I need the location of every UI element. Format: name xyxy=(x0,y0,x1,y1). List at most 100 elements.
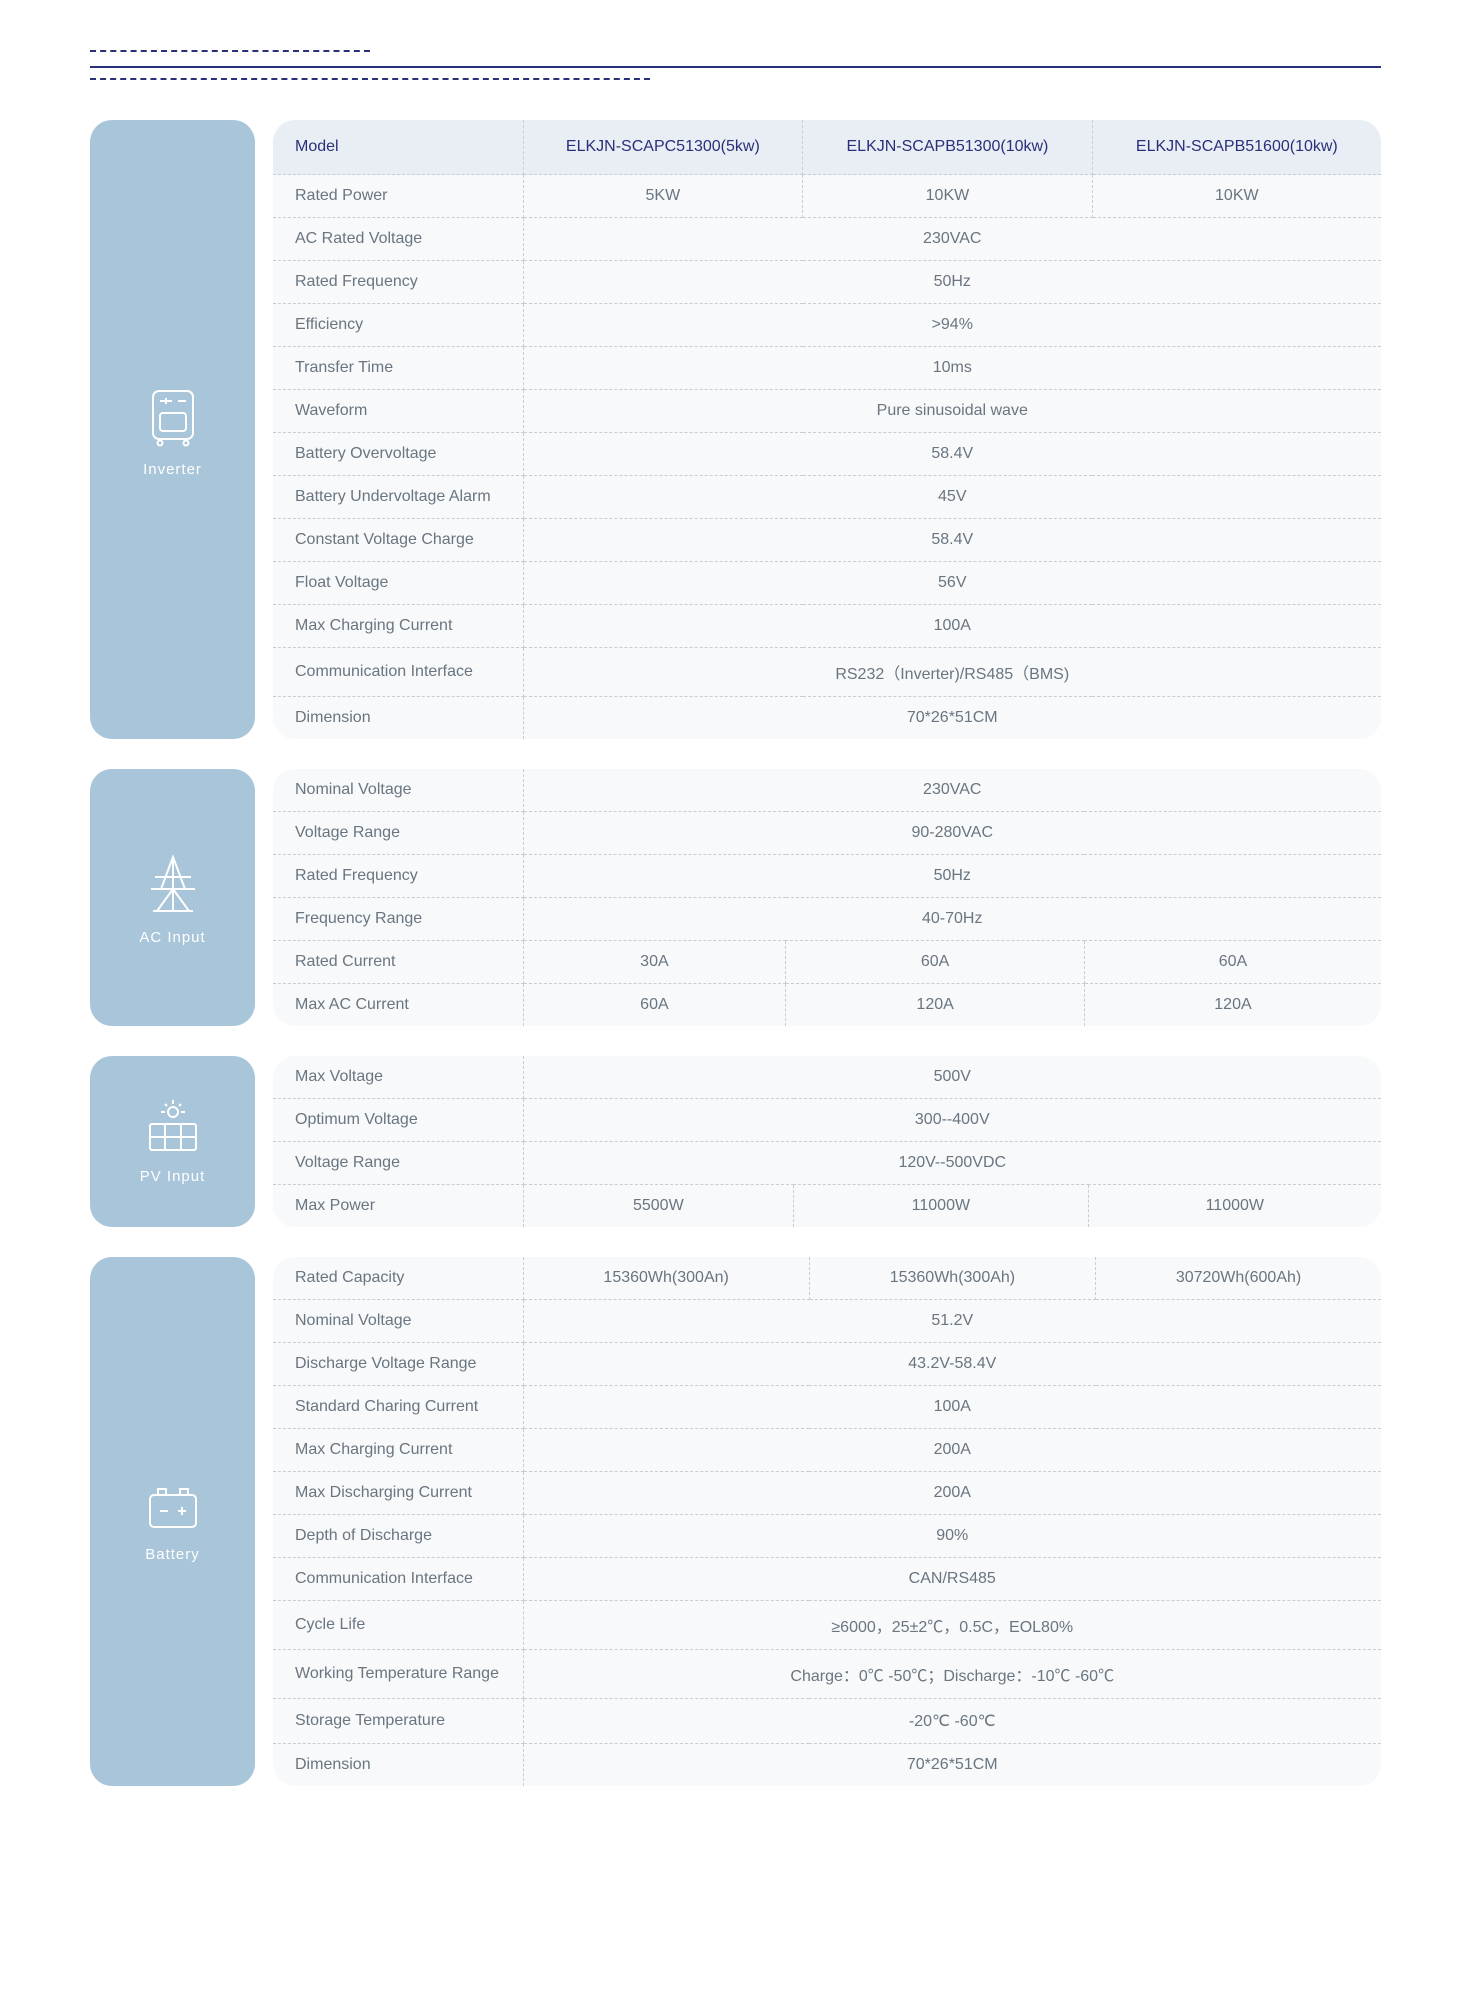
spec-table-inverter: ModelELKJN-SCAPC51300(5kw)ELKJN-SCAPB513… xyxy=(273,120,1381,739)
spec-table-acinput: Nominal Voltage230VACVoltage Range90-280… xyxy=(273,769,1381,1026)
row-value-span: CAN/RS485 xyxy=(523,1558,1381,1601)
table-row: Transfer Time10ms xyxy=(273,347,1381,390)
table-row: Battery Undervoltage Alarm45V xyxy=(273,476,1381,519)
section-pvinput: PV Input Max Voltage500VOptimum Voltage30… xyxy=(90,1056,1381,1227)
row-value-span: Pure sinusoidal wave xyxy=(523,390,1381,433)
row-label: AC Rated Voltage xyxy=(273,218,523,261)
row-label: Efficiency xyxy=(273,304,523,347)
category-label: Inverter xyxy=(143,461,202,478)
section-battery: BatteryRated Capacity15360Wh(300An)15360… xyxy=(90,1257,1381,1786)
row-value-span: 43.2V-58.4V xyxy=(523,1343,1381,1386)
row-value-span: 58.4V xyxy=(523,433,1381,476)
spec-table-pvinput: Max Voltage500VOptimum Voltage300--400VV… xyxy=(273,1056,1381,1227)
table-row: Optimum Voltage300--400V xyxy=(273,1099,1381,1142)
row-value-span: 90-280VAC xyxy=(523,812,1381,855)
row-label: Battery Undervoltage Alarm xyxy=(273,476,523,519)
table-row: Max Discharging Current200A xyxy=(273,1472,1381,1515)
row-label: Rated Frequency xyxy=(273,855,523,898)
row-value-2: 30720Wh(600Ah) xyxy=(1096,1257,1381,1300)
row-value-2: 10KW xyxy=(1092,175,1381,218)
table-row: Nominal Voltage51.2V xyxy=(273,1300,1381,1343)
inverter-icon xyxy=(138,381,208,451)
row-label: Cycle Life xyxy=(273,1601,523,1650)
row-value-span: -20℃ -60℃ xyxy=(523,1699,1381,1744)
header-model-2: ELKJN-SCAPB51600(10kw) xyxy=(1092,120,1381,175)
row-value-span: 58.4V xyxy=(523,519,1381,562)
table-row: Communication InterfaceRS232（Inverter)/R… xyxy=(273,648,1381,697)
section-inverter: Inverter ModelELKJN-SCAPC51300(5kw)ELKJN-… xyxy=(90,120,1381,739)
row-value-span: 50Hz xyxy=(523,261,1381,304)
row-label: Discharge Voltage Range xyxy=(273,1343,523,1386)
table-row: Rated Capacity15360Wh(300An)15360Wh(300A… xyxy=(273,1257,1381,1300)
row-value-1: 120A xyxy=(786,984,1085,1027)
row-label: Max Voltage xyxy=(273,1056,523,1099)
row-value-span: 56V xyxy=(523,562,1381,605)
table-row: Voltage Range120V--500VDC xyxy=(273,1142,1381,1185)
table-row: Constant Voltage Charge58.4V xyxy=(273,519,1381,562)
row-label: Storage Temperature xyxy=(273,1699,523,1744)
row-label: Max Charging Current xyxy=(273,1429,523,1472)
table-row: Storage Temperature-20℃ -60℃ xyxy=(273,1699,1381,1744)
table-row: AC Rated Voltage230VAC xyxy=(273,218,1381,261)
row-value-span: 70*26*51CM xyxy=(523,1744,1381,1787)
row-value-span: ≥6000，25±2℃，0.5C，EOL80% xyxy=(523,1601,1381,1650)
row-label: Nominal Voltage xyxy=(273,1300,523,1343)
table-row: Efficiency>94% xyxy=(273,304,1381,347)
row-value-span: 500V xyxy=(523,1056,1381,1099)
row-value-2: 11000W xyxy=(1088,1185,1381,1228)
row-label: Battery Overvoltage xyxy=(273,433,523,476)
row-value-0: 30A xyxy=(523,941,786,984)
row-value-span: 90% xyxy=(523,1515,1381,1558)
category-card-inverter: Inverter xyxy=(90,120,255,739)
decorative-solid-line xyxy=(90,66,1381,68)
table-row: Depth of Discharge90% xyxy=(273,1515,1381,1558)
table-row: Rated Frequency50Hz xyxy=(273,261,1381,304)
row-label: Communication Interface xyxy=(273,1558,523,1601)
table-row: Max AC Current60A120A120A xyxy=(273,984,1381,1027)
table-row: Nominal Voltage230VAC xyxy=(273,769,1381,812)
row-value-2: 60A xyxy=(1084,941,1381,984)
row-label: Standard Charing Current xyxy=(273,1386,523,1429)
battery-icon xyxy=(138,1481,208,1536)
row-label: Max AC Current xyxy=(273,984,523,1027)
row-label: Transfer Time xyxy=(273,347,523,390)
row-value-span: 50Hz xyxy=(523,855,1381,898)
row-label: Frequency Range xyxy=(273,898,523,941)
row-label: Max Charging Current xyxy=(273,605,523,648)
row-label: Voltage Range xyxy=(273,1142,523,1185)
row-value-0: 60A xyxy=(523,984,786,1027)
row-label: Dimension xyxy=(273,1744,523,1787)
row-value-0: 5500W xyxy=(523,1185,794,1228)
row-value-span: 10ms xyxy=(523,347,1381,390)
row-value-span: 200A xyxy=(523,1429,1381,1472)
row-value-span: 100A xyxy=(523,1386,1381,1429)
row-label: Rated Power xyxy=(273,175,523,218)
table-row: Rated Frequency50Hz xyxy=(273,855,1381,898)
row-label: Optimum Voltage xyxy=(273,1099,523,1142)
category-card-acinput: AC Input xyxy=(90,769,255,1026)
table-row: Cycle Life≥6000，25±2℃，0.5C，EOL80% xyxy=(273,1601,1381,1650)
table-row: Max Charging Current100A xyxy=(273,605,1381,648)
row-value-span: 200A xyxy=(523,1472,1381,1515)
table-row: Frequency Range40-70Hz xyxy=(273,898,1381,941)
decorative-dashes-bottom xyxy=(90,78,650,80)
row-label: Voltage Range xyxy=(273,812,523,855)
table-row: Standard Charing Current100A xyxy=(273,1386,1381,1429)
table-row: WaveformPure sinusoidal wave xyxy=(273,390,1381,433)
decorative-dashes-top xyxy=(90,50,370,52)
row-label: Dimension xyxy=(273,697,523,740)
row-label: Waveform xyxy=(273,390,523,433)
row-value-span: 300--400V xyxy=(523,1099,1381,1142)
row-value-span: Charge：0℃ -50℃；Discharge：-10℃ -60℃ xyxy=(523,1650,1381,1699)
table-row: Communication InterfaceCAN/RS485 xyxy=(273,1558,1381,1601)
table-row: Voltage Range90-280VAC xyxy=(273,812,1381,855)
row-value-span: 120V--500VDC xyxy=(523,1142,1381,1185)
row-label: Depth of Discharge xyxy=(273,1515,523,1558)
row-label: Float Voltage xyxy=(273,562,523,605)
category-label: PV Input xyxy=(140,1168,206,1185)
table-row: Float Voltage56V xyxy=(273,562,1381,605)
row-value-2: 120A xyxy=(1084,984,1381,1027)
row-value-span: 100A xyxy=(523,605,1381,648)
section-acinput: AC InputNominal Voltage230VACVoltage Ran… xyxy=(90,769,1381,1026)
row-value-span: RS232（Inverter)/RS485（BMS) xyxy=(523,648,1381,697)
